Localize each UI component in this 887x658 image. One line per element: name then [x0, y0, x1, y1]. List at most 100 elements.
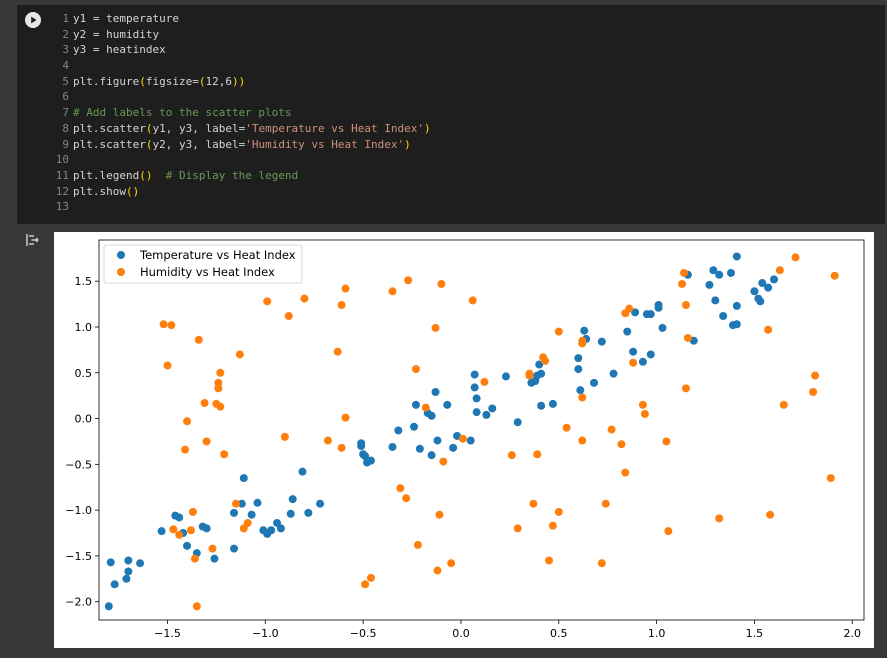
- data-point: [507, 451, 516, 460]
- data-point: [617, 440, 626, 449]
- data-point: [388, 442, 397, 451]
- series-temperature: [104, 252, 778, 611]
- code-line: 3 y3 = heatindex: [55, 42, 431, 58]
- code-token: ): [404, 137, 411, 151]
- data-point: [298, 467, 307, 476]
- data-point: [678, 279, 687, 288]
- data-point: [186, 526, 195, 535]
- data-point: [578, 339, 587, 348]
- data-point: [427, 451, 436, 460]
- data-point: [779, 400, 788, 409]
- data-point: [631, 308, 640, 317]
- x-tick-label: 2.0: [844, 627, 862, 640]
- data-point: [394, 426, 403, 435]
- data-point: [361, 580, 370, 589]
- data-point: [809, 388, 818, 396]
- legend-label-humidity: Humidity vs Heat Index: [140, 265, 275, 279]
- output-toggle-button[interactable]: [24, 232, 42, 248]
- code-token: y2 = humidity: [73, 27, 160, 41]
- data-point: [501, 372, 510, 381]
- x-axis: −1.5 −1.0 −0.5 0.0 0.5 1.0 1.5 2.0: [154, 620, 861, 640]
- data-point: [396, 484, 405, 493]
- code-token: y1, y3, label=: [152, 121, 246, 135]
- data-point: [548, 399, 557, 408]
- code-token: (: [139, 74, 146, 88]
- data-point: [466, 436, 475, 445]
- y-tick-label: 0.5: [75, 367, 93, 380]
- data-point: [609, 369, 618, 378]
- data-point: [235, 350, 244, 359]
- line-number: 10: [55, 153, 69, 167]
- code-token: y3 = heatindex: [73, 43, 166, 57]
- data-point: [437, 279, 446, 288]
- code-cell[interactable]: 1 y1 = temperature 2 y2 = humidity 3 y3 = hea…: [17, 5, 885, 224]
- data-point: [194, 335, 203, 344]
- code-line: 10: [55, 152, 431, 168]
- data-point: [239, 474, 248, 483]
- code-line: 6: [55, 89, 431, 105]
- data-point: [104, 602, 113, 611]
- data-point: [597, 337, 606, 346]
- y-tick-label: 1.5: [75, 275, 93, 288]
- code-token: (: [145, 137, 153, 151]
- code-token: figsize=: [145, 74, 199, 88]
- plot-marks: [104, 252, 839, 611]
- line-number: 13: [55, 200, 69, 214]
- run-cell-button[interactable]: [25, 12, 41, 28]
- line-number: 6: [62, 90, 69, 104]
- data-point: [629, 347, 638, 356]
- code-token: (): [125, 184, 140, 198]
- legend-box: [103, 244, 303, 284]
- data-point: [513, 418, 522, 427]
- data-point: [662, 437, 671, 446]
- code-token: (): [139, 168, 153, 182]
- code-line: 7 # Add labels to the scatter plots: [55, 105, 431, 121]
- data-point: [192, 602, 201, 611]
- data-point: [402, 494, 411, 503]
- data-point: [167, 321, 176, 330]
- y-tick-label: 0.0: [75, 413, 93, 426]
- code-token: 12,6: [205, 74, 232, 88]
- code-text: y3 = heatindex: [73, 42, 166, 58]
- code-token: 'Temperature vs Heat Index': [245, 121, 425, 135]
- line-number: 12: [55, 184, 69, 198]
- y-tick-label: −1.0: [65, 504, 92, 517]
- code-line: 5 plt.figure(figsize=(12,6)): [55, 74, 431, 90]
- data-point: [750, 287, 759, 296]
- code-line: 11 plt.legend() # Display the legend: [55, 168, 431, 184]
- code-text: plt.show(): [73, 184, 139, 200]
- code-token: (: [145, 121, 153, 135]
- code-token: # Display the legend: [165, 168, 299, 182]
- code-token: )): [231, 74, 246, 88]
- data-point: [574, 354, 583, 363]
- data-point: [758, 279, 767, 288]
- code-token: plt.scatter: [73, 121, 146, 135]
- data-point: [638, 357, 647, 366]
- data-point: [709, 266, 718, 275]
- data-point: [208, 544, 217, 553]
- data-point: [719, 312, 728, 320]
- data-point: [415, 444, 424, 453]
- data-point: [220, 450, 229, 459]
- data-point: [288, 495, 297, 504]
- plot-frame: [98, 239, 865, 621]
- data-point: [388, 287, 397, 296]
- data-point: [267, 526, 276, 535]
- data-point: [625, 304, 634, 313]
- data-point: [175, 513, 184, 522]
- data-point: [431, 388, 440, 396]
- output-toggle-icon: [26, 234, 39, 246]
- y-tick-label: 1.0: [75, 321, 93, 334]
- data-point: [136, 559, 145, 568]
- code-line: 4: [55, 58, 431, 74]
- data-point: [181, 445, 190, 454]
- legend-marker-temperature: [117, 251, 125, 259]
- data-point: [237, 499, 246, 508]
- data-point: [541, 356, 550, 365]
- y-tick-label: −1.5: [65, 550, 92, 563]
- data-point: [545, 556, 553, 565]
- x-tick-label: −0.5: [350, 627, 377, 640]
- code-editor[interactable]: 1 y1 = temperature 2 y2 = humidity 3 y3 = hea…: [55, 11, 431, 215]
- data-point: [433, 566, 442, 575]
- data-point: [357, 442, 366, 451]
